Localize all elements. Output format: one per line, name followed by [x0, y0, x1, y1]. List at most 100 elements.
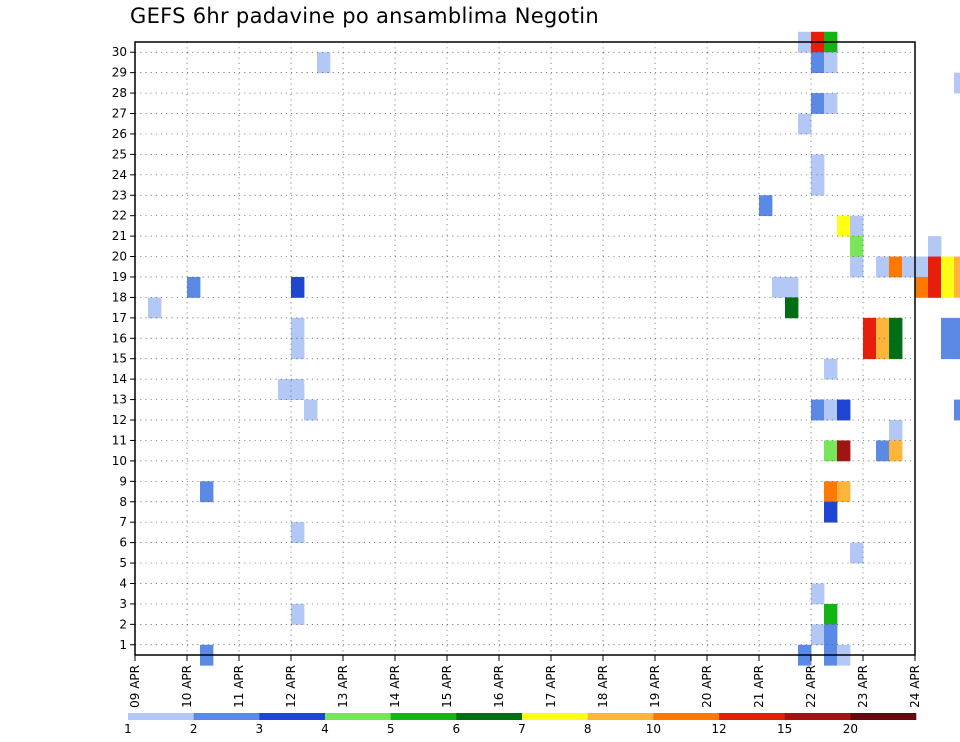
precip-cell [863, 317, 877, 339]
colorbar-label: 6 [453, 722, 461, 736]
x-tick-label: 11 APR [232, 665, 246, 708]
x-tick-label: 18 APR [596, 665, 610, 708]
colorbar-swatch [128, 713, 194, 720]
precip-cell [824, 93, 838, 114]
precip-cell [928, 276, 942, 298]
x-tick-label: 10 APR [180, 665, 194, 708]
precip-cell [954, 276, 960, 298]
y-tick-label: 23 [112, 188, 127, 202]
y-axis: 1234567891011121314151617181920212223242… [112, 45, 135, 652]
colorbar-label: 15 [777, 722, 792, 736]
chart-title: GEFS 6hr padavine po ansamblima Negotin [130, 4, 599, 28]
precip-cell [811, 583, 825, 605]
y-tick-label: 1 [119, 638, 127, 652]
y-tick-label: 7 [119, 515, 127, 529]
precip-cell [954, 317, 960, 339]
y-tick-label: 30 [112, 45, 127, 59]
precip-cell [811, 399, 825, 421]
grid-lines [135, 42, 915, 655]
colorbar-label: 3 [256, 722, 264, 736]
x-tick-label: 16 APR [492, 665, 506, 708]
precip-cell [889, 317, 903, 339]
y-tick-label: 27 [112, 107, 127, 121]
y-tick-label: 20 [112, 250, 127, 264]
colorbar-label: 8 [584, 722, 592, 736]
x-tick-label: 12 APR [284, 665, 298, 708]
precip-cell [889, 256, 903, 278]
y-tick-label: 8 [119, 495, 127, 509]
precip-cell [928, 256, 942, 278]
y-tick-label: 19 [112, 270, 127, 284]
y-tick-label: 9 [119, 474, 127, 488]
precip-cell [811, 154, 825, 176]
colorbar-label: 1 [124, 722, 132, 736]
colorbar-label: 10 [646, 722, 661, 736]
x-tick-label: 14 APR [388, 665, 402, 708]
precip-cell [941, 317, 955, 339]
y-tick-label: 25 [112, 147, 127, 161]
colorbar-label: 4 [321, 722, 329, 736]
precip-cell [902, 256, 916, 278]
x-tick-label: 24 APR [908, 665, 922, 708]
precip-cell [928, 236, 942, 257]
precip-cell [850, 215, 864, 237]
precip-cell [941, 276, 955, 298]
precip-cell [850, 256, 864, 278]
colorbar-label: 7 [518, 722, 526, 736]
precip-cell [941, 256, 955, 278]
precip-cell [941, 338, 955, 360]
colorbar-swatch [719, 713, 785, 720]
colorbar-swatch [325, 713, 391, 720]
y-tick-label: 29 [112, 66, 127, 80]
precip-cell [148, 297, 162, 319]
y-tick-label: 2 [119, 617, 127, 631]
precip-cell [811, 174, 825, 196]
x-tick-label: 09 APR [128, 665, 142, 708]
precip-cell [772, 276, 786, 298]
precip-cell [785, 276, 799, 298]
y-tick-label: 14 [112, 372, 127, 386]
colorbar-label: 12 [711, 722, 726, 736]
precip-cell [824, 624, 838, 646]
colorbar-swatch [587, 713, 654, 720]
precip-cell [876, 338, 890, 360]
y-tick-label: 26 [112, 127, 127, 141]
colorbar-label: 2 [190, 722, 198, 736]
precip-cell [291, 276, 305, 298]
precip-cell [304, 399, 318, 421]
x-tick-label: 22 APR [804, 665, 818, 708]
precip-cell [863, 338, 877, 360]
y-tick-label: 18 [112, 290, 127, 304]
precip-cell [889, 440, 903, 462]
precip-cell [954, 72, 960, 94]
colorbar-swatch [653, 713, 720, 720]
colorbar-label: 20 [843, 722, 858, 736]
precip-cell [291, 603, 305, 625]
x-tick-label: 15 APR [440, 665, 454, 708]
y-tick-label: 13 [112, 393, 127, 407]
precip-cell [811, 624, 825, 646]
x-tick-label: 23 APR [856, 665, 870, 708]
colorbar-swatch [850, 713, 917, 720]
precip-cell [824, 481, 838, 503]
precip-cell [876, 256, 890, 278]
precip-cell [954, 399, 960, 421]
precip-cell [785, 297, 799, 319]
precip-cell [317, 52, 331, 74]
precip-cell [954, 256, 960, 278]
y-tick-label: 17 [112, 311, 127, 325]
y-tick-label: 5 [119, 556, 127, 570]
precip-cell [889, 420, 903, 441]
colorbar-swatch [784, 713, 851, 720]
y-tick-label: 4 [119, 576, 127, 590]
y-tick-label: 6 [119, 536, 127, 550]
colorbar-swatch [522, 713, 588, 720]
y-tick-label: 3 [119, 597, 127, 611]
precip-cell [291, 522, 305, 544]
x-tick-label: 21 APR [752, 665, 766, 708]
colorbar: 1 2 3 4 5 6 7 8 10 12 15 20 [124, 713, 917, 736]
precip-cell [187, 276, 201, 298]
precip-cell [759, 195, 773, 217]
x-axis: 09 APR 10 APR 11 APR 12 APR 13 APR 14 APR 15 A… [128, 655, 922, 708]
y-tick-label: 24 [112, 168, 127, 182]
